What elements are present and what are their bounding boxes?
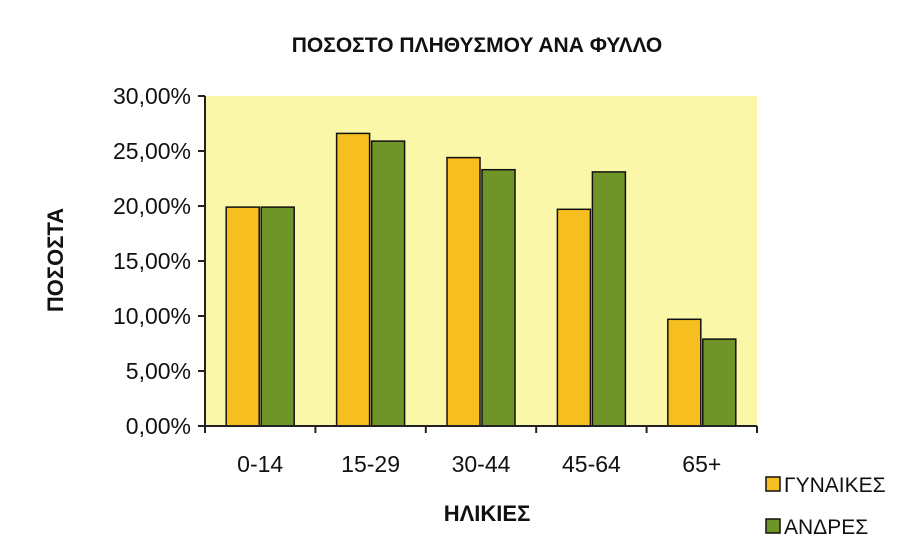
x-tick-label: 15-29 — [341, 451, 400, 477]
bar-women-15-29 — [335, 132, 371, 427]
x-tick-label: 45-64 — [562, 451, 621, 477]
legend-swatch-men — [765, 518, 781, 534]
plot-background — [205, 96, 757, 426]
y-tick-label: 30,00% — [113, 83, 191, 109]
x-tick-label: 0-14 — [237, 451, 283, 477]
x-tick-label: 65+ — [682, 451, 721, 477]
bar-women-0-14 — [225, 206, 260, 427]
axes-group: 0,00% 5,00% 10,00% 15,00% 20,00% 25,00% 30,00%… — [113, 83, 758, 477]
legend-box — [760, 462, 912, 544]
y-tick-label: 20,00% — [113, 193, 191, 219]
bar-men-65+ — [702, 338, 737, 427]
bar-women-65+ — [667, 318, 702, 427]
bars-group — [225, 132, 737, 427]
y-tick-label: 10,00% — [113, 303, 191, 329]
legend-label-women: ΓΥΝΑΙΚΕΣ — [784, 474, 886, 497]
y-tick-label: 5,00% — [126, 358, 191, 384]
bar-men-45-64 — [591, 171, 627, 427]
y-tick-label: 15,00% — [113, 248, 191, 274]
bar-men-30-44 — [481, 168, 516, 427]
x-axis-title: ΗΛΙΚΙΕΣ — [444, 501, 531, 526]
legend-swatch-women — [765, 476, 781, 492]
chart-title: ΠΟΣΟΣΤΟ ΠΛΗΘΥΣΜΟΥ ΑΝΑ ΦΥΛΛΟ — [292, 34, 663, 57]
y-tick-label: 25,00% — [113, 138, 191, 164]
bar-men-15-29 — [370, 140, 406, 427]
y-axis-title: ΠΟΣΟΣΤΑ — [43, 208, 68, 312]
legend-label-men: ΑΝΔΡΕΣ — [784, 516, 868, 539]
bar-women-45-64 — [556, 208, 592, 427]
bar-women-30-44 — [446, 156, 481, 427]
y-tick-label: 0,00% — [126, 413, 191, 439]
legend: ΓΥΝΑΙΚΕΣ ΑΝΔΡΕΣ — [760, 462, 912, 544]
bar-men-0-14 — [260, 206, 295, 427]
plot-area — [205, 96, 757, 426]
x-tick-label: 30-44 — [452, 451, 511, 477]
